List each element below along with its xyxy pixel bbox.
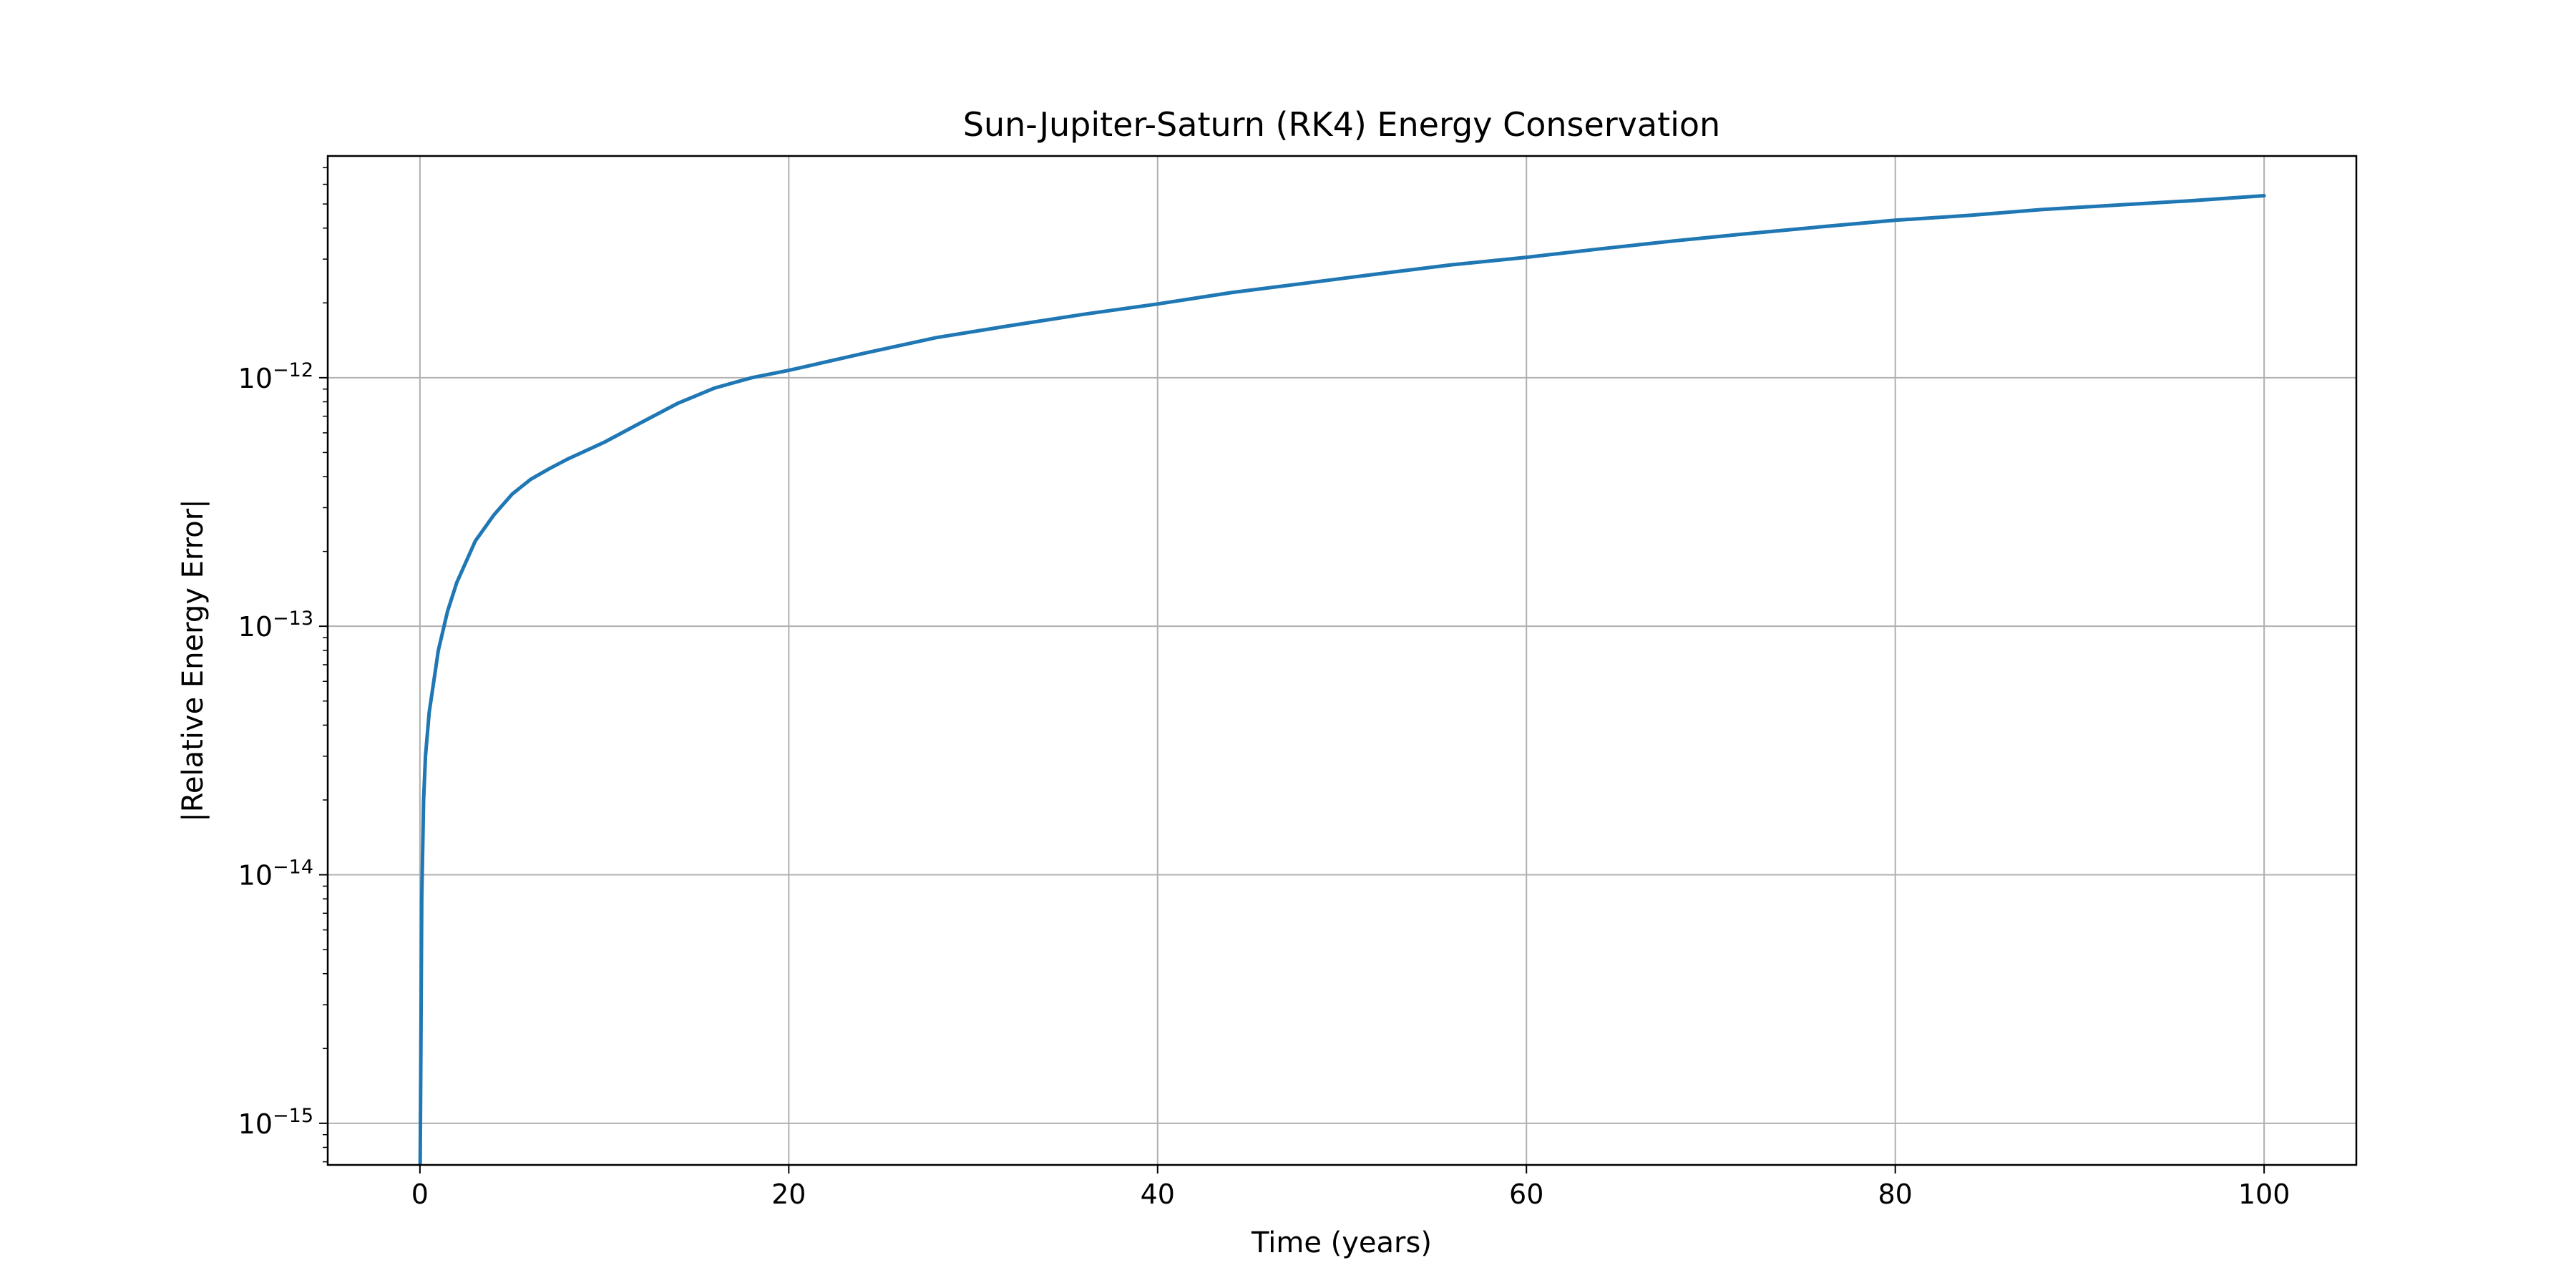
series-layer [418, 194, 2266, 1165]
y-tick-label: 10−14 [238, 856, 313, 891]
x-tick-label: 0 [411, 1179, 429, 1210]
grid-lines [328, 156, 2356, 1165]
x-tick-label: 20 [771, 1179, 806, 1210]
x-axis-label: Time (years) [1251, 1226, 1432, 1259]
axis-ticks: 0 20 40 60 80 100 10−15 10−14 10−13 10−12 [238, 167, 2290, 1210]
chart-title: Sun-Jupiter-Saturn (RK4) Energy Conserva… [963, 105, 1720, 144]
x-tick-label: 100 [2238, 1179, 2290, 1210]
x-tick-label: 60 [1509, 1179, 1543, 1210]
plot-area [328, 156, 2356, 1165]
x-tick-label: 40 [1141, 1179, 1175, 1210]
y-tick-label: 10−15 [238, 1105, 313, 1140]
series-line-1 [418, 194, 2266, 1165]
axes-frame [326, 155, 2358, 1166]
y-tick-label: 10−12 [238, 359, 313, 394]
y-tick-label: 10−13 [238, 608, 313, 643]
y-axis-label: |Relative Energy Error| [177, 499, 210, 821]
x-tick-label: 80 [1878, 1179, 1913, 1210]
